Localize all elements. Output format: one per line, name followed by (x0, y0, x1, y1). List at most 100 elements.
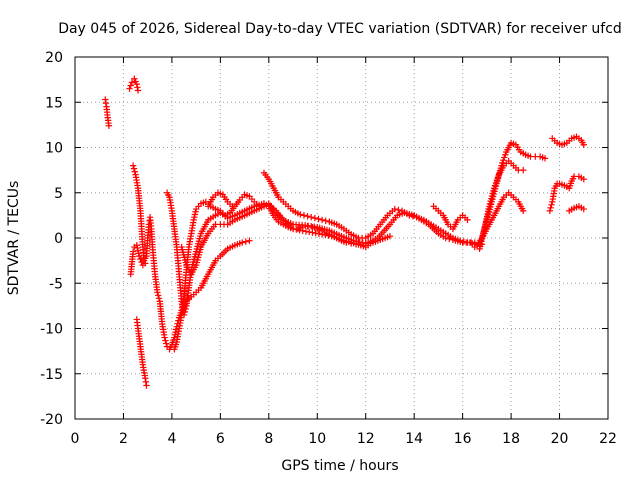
data-point (130, 165, 138, 172)
y-tick-label: 5 (54, 186, 63, 202)
data-point (142, 378, 150, 386)
data-point (308, 213, 315, 221)
series-track-a (102, 96, 113, 129)
x-tick-label: 18 (502, 431, 520, 447)
data-point (137, 255, 144, 263)
data-point (541, 155, 549, 162)
x-tick-label: 6 (216, 431, 225, 447)
series-track-d (127, 242, 149, 278)
data-point (154, 289, 161, 296)
series-track-b (126, 75, 142, 94)
data-point (391, 205, 398, 213)
x-tick-label: 12 (357, 431, 375, 447)
data-point (142, 260, 149, 267)
data-point (154, 292, 162, 299)
data-point (163, 340, 170, 347)
data-point (315, 215, 322, 223)
data-point (246, 237, 253, 244)
data-point (547, 204, 554, 212)
grid (75, 57, 608, 419)
data-point (520, 207, 527, 215)
series-track-n (546, 173, 587, 215)
data-point (409, 213, 417, 220)
data-point (128, 79, 136, 86)
data-point (142, 375, 149, 382)
data-point (315, 230, 323, 237)
x-tick-label: 2 (119, 431, 128, 447)
data-point (289, 225, 297, 233)
data-point (127, 82, 134, 89)
data-point (318, 216, 326, 224)
data-point (136, 252, 143, 260)
data-point (304, 213, 311, 220)
data-point (229, 203, 236, 210)
series-track-m (476, 157, 527, 253)
data-point (161, 334, 168, 341)
y-tick-label: -10 (40, 322, 63, 338)
data-point (520, 166, 527, 174)
data-point (300, 212, 308, 219)
data-point (464, 216, 471, 224)
x-tick-label: 0 (71, 431, 80, 447)
data-point (580, 205, 587, 213)
data-point (134, 87, 142, 94)
data-point (302, 228, 310, 235)
x-tick-label: 16 (454, 431, 472, 447)
x-tick-label: 4 (167, 431, 176, 447)
data-point (312, 229, 319, 237)
data-point (457, 237, 464, 244)
tick-marks (74, 56, 609, 420)
data-point (102, 99, 110, 107)
data-point (460, 238, 468, 245)
data-point (580, 175, 587, 183)
x-tick-label: 14 (405, 431, 423, 447)
data-point (131, 168, 138, 175)
y-tick-label: 0 (54, 231, 63, 247)
x-tick-labels: 0 2 4 6 8 10 12 14 16 18 20 22 (71, 431, 617, 447)
data-point (105, 122, 113, 129)
y-axis-label: SDTVAR / TECUs (6, 181, 22, 296)
x-tick-label: 22 (599, 431, 617, 447)
data-point (293, 226, 300, 233)
data-point (155, 295, 163, 302)
series-track-g (171, 237, 253, 353)
data-point (102, 96, 109, 103)
data-point (311, 214, 319, 222)
data-point (406, 212, 413, 219)
data-point (134, 84, 141, 91)
data-point (238, 239, 246, 246)
data-point (309, 229, 316, 236)
data-point (138, 258, 145, 266)
data-point (297, 211, 304, 218)
x-tick-label: 8 (264, 431, 273, 447)
data-point (126, 85, 133, 92)
data-point (325, 232, 332, 239)
data-point (129, 162, 137, 169)
x-axis-label: GPS time / hours (281, 458, 398, 474)
data-point (322, 231, 329, 239)
series-track-h (178, 201, 369, 278)
y-tick-label: 20 (45, 50, 63, 66)
y-tick-label: -15 (40, 367, 63, 383)
series-track-c (129, 162, 394, 353)
series-track-e (133, 316, 150, 389)
chart-title: Day 045 of 2026, Sidereal Day-to-day VTE… (58, 21, 622, 37)
data-point (299, 227, 306, 234)
series-track-i (205, 189, 236, 210)
y-tick-labels: -20 -15 -10 -5 0 5 10 15 20 (40, 50, 63, 428)
series-track-p (566, 203, 587, 215)
data-point (242, 238, 250, 245)
data-point (296, 226, 303, 234)
data-point (305, 228, 313, 236)
y-tick-label: -20 (40, 412, 63, 428)
data-point (395, 206, 402, 214)
y-tick-label: 15 (45, 95, 63, 111)
series-track-k (430, 203, 471, 233)
y-tick-label: 10 (45, 141, 63, 157)
data-point (580, 141, 587, 148)
data-point (546, 207, 554, 215)
y-tick-label: -5 (49, 276, 63, 292)
data-points (102, 75, 587, 389)
data-point (548, 201, 555, 209)
